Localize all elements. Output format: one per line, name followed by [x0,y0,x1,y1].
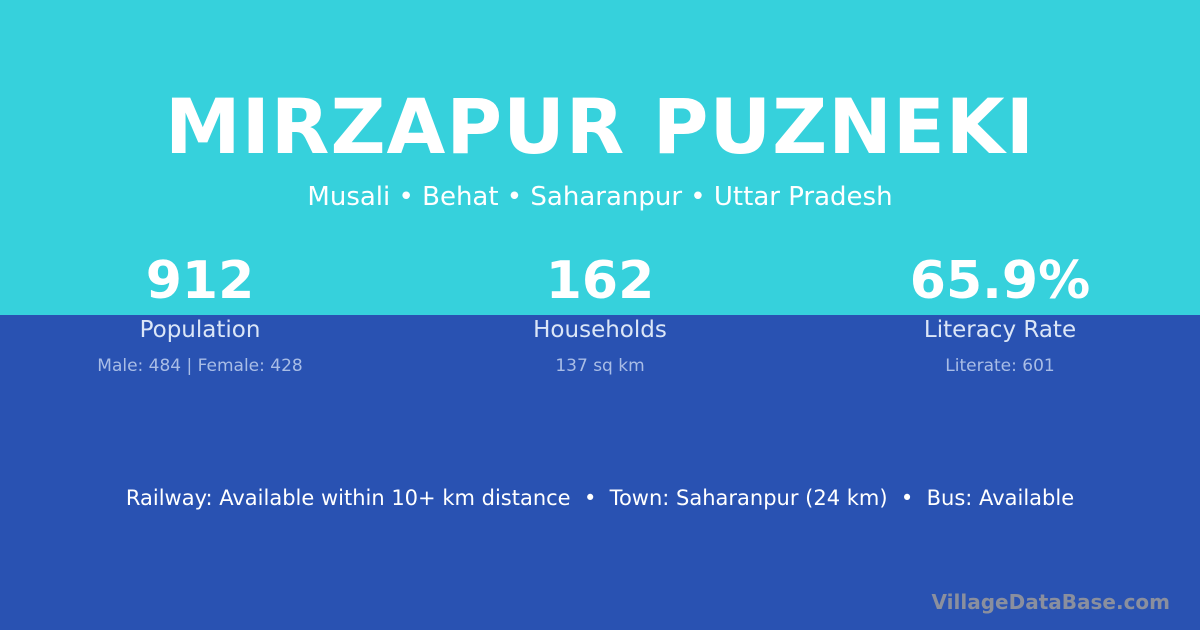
stat-households: 162 Households 137 sq km [400,250,800,376]
stat-label: Population [139,317,261,343]
header-band [0,0,1200,315]
stat-population: 912 Population Male: 484 | Female: 428 [0,250,400,376]
stat-value: 912 [145,251,255,311]
stat-detail: Literate: 601 [945,356,1055,376]
stat-value: 65.9% [909,251,1091,311]
stat-detail: Male: 484 | Female: 428 [97,356,303,376]
watermark-logo: VillageDataBase.com [931,590,1170,614]
stat-detail: 137 sq km [555,356,645,376]
village-title: MIRZAPUR PUZNEKI [165,82,1035,171]
stat-value: 162 [545,251,655,311]
stat-literacy: 65.9% Literacy Rate Literate: 601 [800,250,1200,376]
stat-label: Households [533,317,667,343]
stat-label: Literacy Rate [923,317,1077,343]
location-breadcrumb: Musali • Behat • Saharanpur • Uttar Prad… [307,182,893,212]
connectivity-info: Railway: Available within 10+ km distanc… [125,486,1075,510]
body-band [0,315,1200,630]
